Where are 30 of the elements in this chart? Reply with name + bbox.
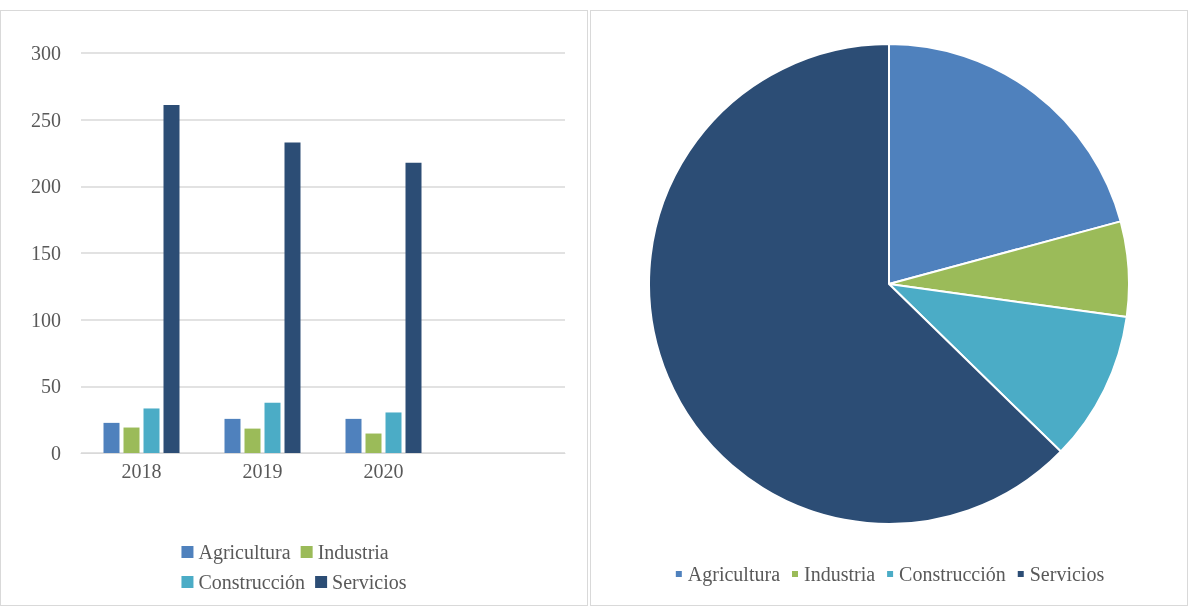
- y-tick-label: 100: [31, 308, 61, 331]
- bar: [264, 402, 281, 453]
- x-tick-label: 2019: [242, 460, 283, 482]
- legend-label: Construcción: [198, 571, 306, 593]
- legend-label: Servicios: [332, 571, 407, 593]
- bar: [123, 427, 140, 453]
- legend-label: Industria: [804, 563, 876, 585]
- y-tick-label: 0: [51, 442, 61, 464]
- legend-label: Industria: [317, 541, 389, 563]
- y-tick-label: 250: [31, 108, 61, 131]
- bar: [103, 422, 120, 453]
- y-tick-label: 300: [31, 42, 61, 64]
- legend-label: Construcción: [899, 563, 1006, 585]
- bar: [405, 162, 422, 453]
- x-tick-label: 2020: [363, 460, 404, 482]
- bar: [244, 428, 261, 453]
- legend-label: Agricultura: [687, 563, 781, 586]
- bar: [284, 142, 301, 453]
- bar: [385, 412, 402, 453]
- y-tick-label: 200: [31, 175, 61, 198]
- y-tick-label: 50: [41, 375, 61, 398]
- bar: [143, 408, 160, 453]
- legend-label: Agricultura: [198, 541, 291, 564]
- x-tick-label: 2018: [121, 460, 162, 482]
- legend-label: Servicios: [1029, 563, 1105, 585]
- y-tick-label: 150: [31, 242, 61, 264]
- bar: [345, 418, 362, 453]
- bar: [163, 105, 180, 453]
- bar: [224, 418, 241, 453]
- bar: [365, 433, 382, 453]
